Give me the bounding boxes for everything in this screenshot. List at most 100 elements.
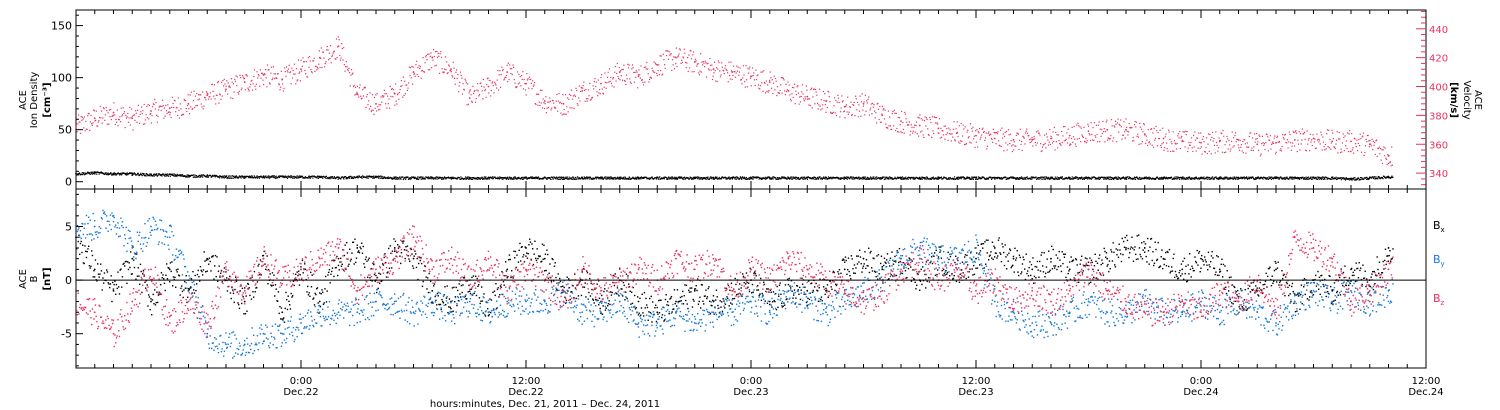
density-sample: [616, 176, 619, 178]
velocity-sample: [138, 116, 140, 118]
velocity-sample: [1362, 132, 1365, 134]
density-sample: [106, 174, 108, 176]
velocity-sample: [580, 86, 582, 88]
velocity-sample: [458, 85, 460, 87]
density-sample: [91, 173, 94, 175]
velocity-sample: [1112, 137, 1115, 139]
density-sample: [919, 177, 921, 179]
density-sample: [622, 177, 624, 179]
density-sample: [852, 176, 854, 178]
velocity-sample: [1346, 147, 1348, 150]
density-sample: [971, 176, 973, 178]
density-sample: [1315, 176, 1317, 178]
velocity-sample: [129, 106, 131, 109]
density-sample: [488, 178, 490, 180]
density-sample: [1129, 177, 1131, 179]
velocity-sample: [842, 100, 844, 102]
density-sample: [755, 177, 757, 179]
velocity-sample: [591, 96, 594, 98]
velocity-sample: [1254, 141, 1256, 143]
velocity-sample: [1156, 129, 1158, 132]
density-sample: [589, 176, 591, 179]
density-sample: [601, 177, 604, 179]
velocity-sample: [727, 72, 729, 74]
velocity-sample: [1040, 150, 1042, 152]
velocity-sample: [958, 141, 960, 143]
velocity-sample: [312, 60, 315, 62]
velocity-sample: [664, 67, 666, 69]
velocity-sample: [969, 141, 971, 143]
velocity-sample: [271, 78, 273, 81]
velocity-sample: [442, 72, 445, 74]
density-sample: [705, 177, 707, 179]
velocity-sample: [1333, 146, 1335, 148]
density-sample: [200, 174, 202, 176]
velocity-sample: [580, 90, 582, 93]
density-sample: [391, 177, 393, 179]
density-sample: [145, 173, 147, 175]
velocity-sample: [1051, 137, 1053, 139]
velocity-sample: [244, 77, 246, 79]
velocity-sample: [564, 113, 566, 115]
velocity-sample: [1312, 134, 1314, 136]
velocity-sample: [501, 70, 504, 72]
velocity-sample: [539, 89, 542, 91]
velocity-sample: [418, 65, 420, 67]
density-sample: [1071, 176, 1073, 178]
density-sample: [143, 173, 145, 175]
velocity-sample: [108, 123, 110, 125]
density-sample: [1022, 177, 1024, 179]
density-sample: [693, 177, 696, 180]
velocity-sample: [1076, 124, 1078, 126]
density-sample: [796, 176, 798, 179]
velocity-sample: [656, 74, 658, 77]
velocity-sample: [213, 84, 216, 86]
density-sample: [392, 177, 395, 180]
density-sample: [261, 176, 263, 178]
velocity-sample: [675, 47, 678, 49]
density-sample: [1378, 176, 1380, 178]
velocity-sample: [85, 128, 88, 130]
density-sample: [898, 177, 900, 180]
density-sample: [216, 175, 218, 177]
velocity-sample: [412, 83, 414, 85]
velocity-sample: [516, 86, 518, 88]
velocity-sample: [254, 85, 256, 87]
density-sample: [1333, 177, 1335, 180]
density-sample: [1201, 177, 1204, 179]
density-sample: [125, 172, 127, 175]
velocity-sample: [838, 101, 840, 104]
density-sample: [1365, 177, 1367, 179]
velocity-sample: [914, 131, 916, 133]
density-sample: [481, 177, 483, 179]
velocity-sample: [1120, 126, 1122, 128]
velocity-sample: [259, 85, 261, 87]
velocity-sample: [1186, 131, 1188, 133]
density-sample: [755, 176, 757, 178]
density-sample: [873, 176, 875, 178]
density-sample: [1030, 176, 1033, 178]
density-sample: [824, 178, 826, 180]
velocity-sample: [742, 65, 744, 67]
density-sample: [1067, 177, 1069, 179]
density-sample: [1384, 176, 1386, 178]
velocity-sample: [201, 106, 203, 108]
velocity-sample: [439, 53, 441, 55]
velocity-sample: [1082, 136, 1084, 138]
density-sample: [1037, 177, 1040, 179]
velocity-sample: [1248, 146, 1250, 148]
density-sample: [139, 173, 141, 176]
velocity-sample: [1110, 119, 1113, 121]
velocity-sample: [748, 72, 750, 74]
density-sample: [972, 178, 974, 180]
density-sample: [872, 176, 874, 178]
velocity-sample: [141, 112, 143, 115]
velocity-sample: [875, 122, 878, 124]
velocity-sample: [895, 112, 897, 115]
density-sample: [236, 175, 238, 178]
velocity-sample: [1055, 141, 1057, 143]
velocity-sample: [692, 54, 694, 56]
velocity-sample: [1174, 142, 1176, 144]
density-sample: [166, 173, 169, 175]
velocity-sample: [683, 48, 685, 50]
